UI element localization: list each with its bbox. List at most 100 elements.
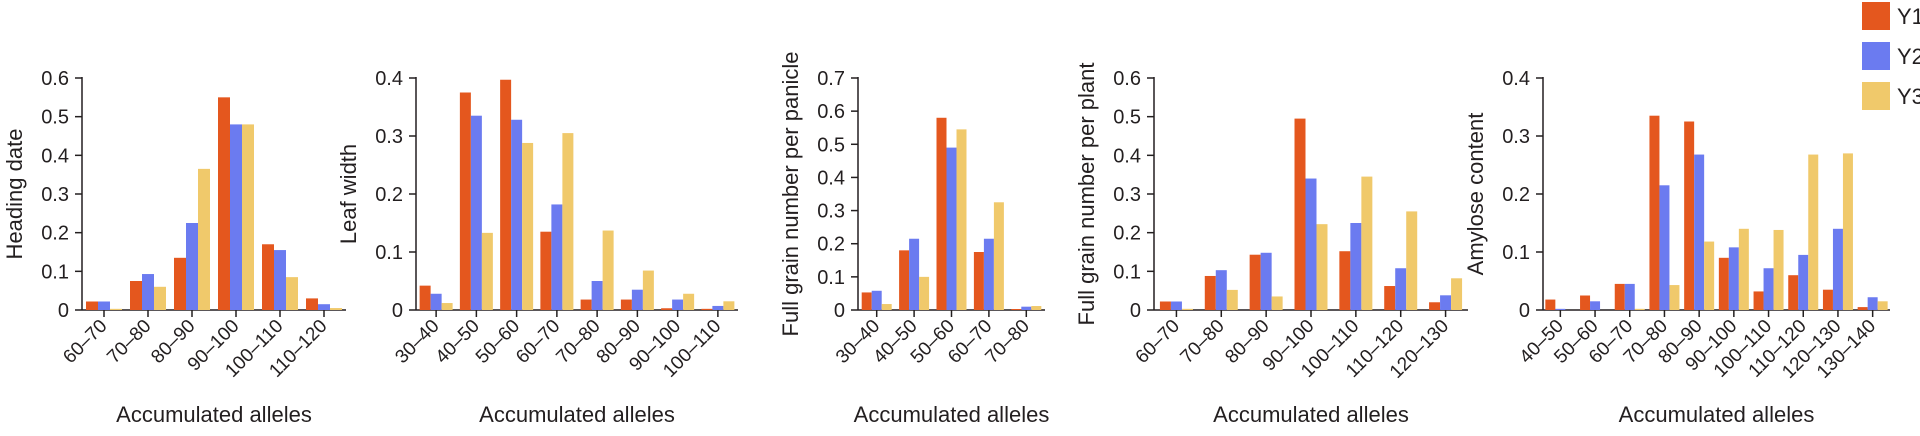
- y-tick-label: 0.2: [817, 234, 845, 256]
- legend: Y1 Y2 Y3: [1862, 2, 1920, 110]
- bar-y1-70-80: [1204, 275, 1216, 310]
- bar-y1-110-120: [1788, 275, 1799, 310]
- bar-y3-100-110: [1773, 229, 1784, 310]
- bar-y1-40-50: [899, 250, 910, 310]
- bar-y2-40-50: [470, 115, 482, 310]
- x-tick-label: 60–70: [1132, 316, 1184, 368]
- bar-y3-100-110: [1361, 176, 1373, 310]
- x-axis-title: Accumulated alleles: [1213, 402, 1409, 427]
- bar-y1-110-120: [306, 298, 318, 310]
- y-tick-label: 0.1: [1113, 261, 1141, 283]
- bar-y1-60-70: [1159, 301, 1171, 310]
- bar-y1-110-120: [1384, 286, 1396, 310]
- bar-y2-50-60: [511, 119, 523, 310]
- bar-y3-30-40: [881, 304, 892, 310]
- bar-y1-120-130: [1429, 302, 1441, 310]
- bar-y2-110-120: [1395, 268, 1407, 310]
- bar-y2-30-40: [430, 293, 442, 310]
- x-tick-label: 60–70: [512, 316, 564, 368]
- legend-swatch-y3: [1862, 82, 1890, 110]
- bar-y1-100-110: [1339, 251, 1351, 310]
- bar-y1-50-60: [1580, 295, 1591, 310]
- y-tick-label: 0.1: [375, 242, 403, 264]
- bar-y1-70-80: [1649, 115, 1660, 310]
- bar-y1-60-70: [86, 301, 98, 310]
- bar-y2-120-130: [1440, 295, 1452, 310]
- bar-y3-30-40: [441, 303, 453, 310]
- bar-y2-90-100: [1728, 247, 1739, 310]
- x-tick-label: 40–50: [432, 316, 484, 368]
- y-tick-label: 0.4: [1113, 145, 1141, 167]
- y-tick-label: 0.4: [375, 68, 403, 90]
- y-tick-label: 0.3: [375, 126, 403, 148]
- y-tick-label: 0.1: [1502, 242, 1530, 264]
- bar-y3-70-80: [154, 286, 166, 310]
- bar-y2-50-60: [1590, 301, 1601, 310]
- x-axis-title: Accumulated alleles: [1619, 402, 1815, 427]
- bar-y1-60-70: [540, 231, 552, 310]
- bar-y3-120-130: [1842, 153, 1853, 310]
- y-tick-label: 0.6: [817, 101, 845, 123]
- y-tick-label: 0.6: [1113, 68, 1141, 90]
- y-axis-title: Leaf width: [336, 144, 361, 244]
- y-tick-label: 0.3: [817, 201, 845, 223]
- bar-y2-70-80: [1021, 306, 1032, 310]
- y-axis-title: Amylose content: [1463, 113, 1488, 276]
- legend-label-y3: Y3: [1897, 84, 1920, 109]
- x-tick-label: 60–70: [59, 316, 111, 368]
- y-axis-title: Full grain number per plant: [1074, 63, 1099, 326]
- bar-y1-40-50: [1545, 299, 1556, 310]
- bar-y3-60-70: [1634, 308, 1645, 310]
- y-tick-label: 0.1: [41, 261, 69, 283]
- y-tick-label: 0.2: [1502, 184, 1530, 206]
- bar-y2-100-110: [1763, 268, 1774, 310]
- bar-y2-90-100: [1305, 178, 1317, 310]
- bar-y2-70-80: [1215, 270, 1227, 310]
- bar-y3-70-80: [602, 230, 614, 310]
- y-tick-label: 0.5: [1113, 107, 1141, 129]
- bar-y1-70-80: [580, 299, 592, 310]
- bar-y2-60-70: [551, 204, 563, 310]
- x-axis-title: Accumulated alleles: [479, 402, 675, 427]
- y-tick-label: 0: [1519, 300, 1530, 322]
- bar-y3-110-120: [330, 308, 342, 310]
- chart-full-grain-number-per-panicle: 0 0.1 0.2 0.3 0.4 0.5 0.6 0.7 Full grain number …: [778, 52, 1049, 427]
- bar-y2-30-40: [871, 290, 882, 310]
- bar-y2-60-70: [98, 301, 110, 310]
- bar-y1-90-100: [661, 308, 673, 310]
- x-axis-title: Accumulated alleles: [116, 402, 312, 427]
- bar-y1-80-90: [1684, 121, 1695, 310]
- y-tick-label: 0.2: [41, 223, 69, 245]
- bar-y3-90-100: [242, 124, 254, 311]
- bar-y2-100-110: [1350, 223, 1362, 310]
- bar-y1-30-40: [861, 292, 872, 310]
- bar-y3-80-90: [1704, 241, 1715, 310]
- bar-y2-100-110: [274, 250, 286, 310]
- bar-y2-120-130: [1832, 228, 1843, 310]
- x-tick-label: 30–40: [391, 316, 443, 368]
- y-tick-label: 0.3: [1113, 184, 1141, 206]
- bar-y2-60-70: [1624, 283, 1635, 310]
- y-tick-label: 0.5: [41, 107, 69, 129]
- chart-full-grain-number-per-plant: 0 0.1 0.2 0.3 0.4 0.5 0.6 Full grain number per…: [1074, 63, 1468, 427]
- bar-y3-60-70: [993, 202, 1004, 310]
- bar-y2-60-70: [1170, 301, 1182, 310]
- bar-y1-90-100: [1718, 257, 1729, 310]
- y-tick-label: 0.4: [1502, 68, 1530, 90]
- y-axis-title: Full grain number per panicle: [778, 52, 803, 337]
- bar-y1-100-110: [1753, 291, 1764, 310]
- y-tick-label: 0.7: [817, 68, 845, 90]
- y-axis-title: Heading date: [2, 129, 27, 260]
- y-tick-label: 0.3: [41, 184, 69, 206]
- bar-y2-80-90: [631, 289, 643, 310]
- bar-y1-70-80: [130, 281, 142, 310]
- bar-y2-40-50: [909, 238, 920, 310]
- bar-y2-40-50: [1555, 308, 1566, 310]
- bar-y2-90-100: [230, 124, 242, 311]
- y-tick-label: 0.4: [817, 167, 845, 189]
- bar-y1-80-90: [620, 299, 632, 310]
- y-tick-label: 0: [834, 300, 845, 322]
- y-tick-label: 0.6: [41, 68, 69, 90]
- y-tick-label: 0: [58, 300, 69, 322]
- legend-label-y2: Y2: [1897, 44, 1920, 69]
